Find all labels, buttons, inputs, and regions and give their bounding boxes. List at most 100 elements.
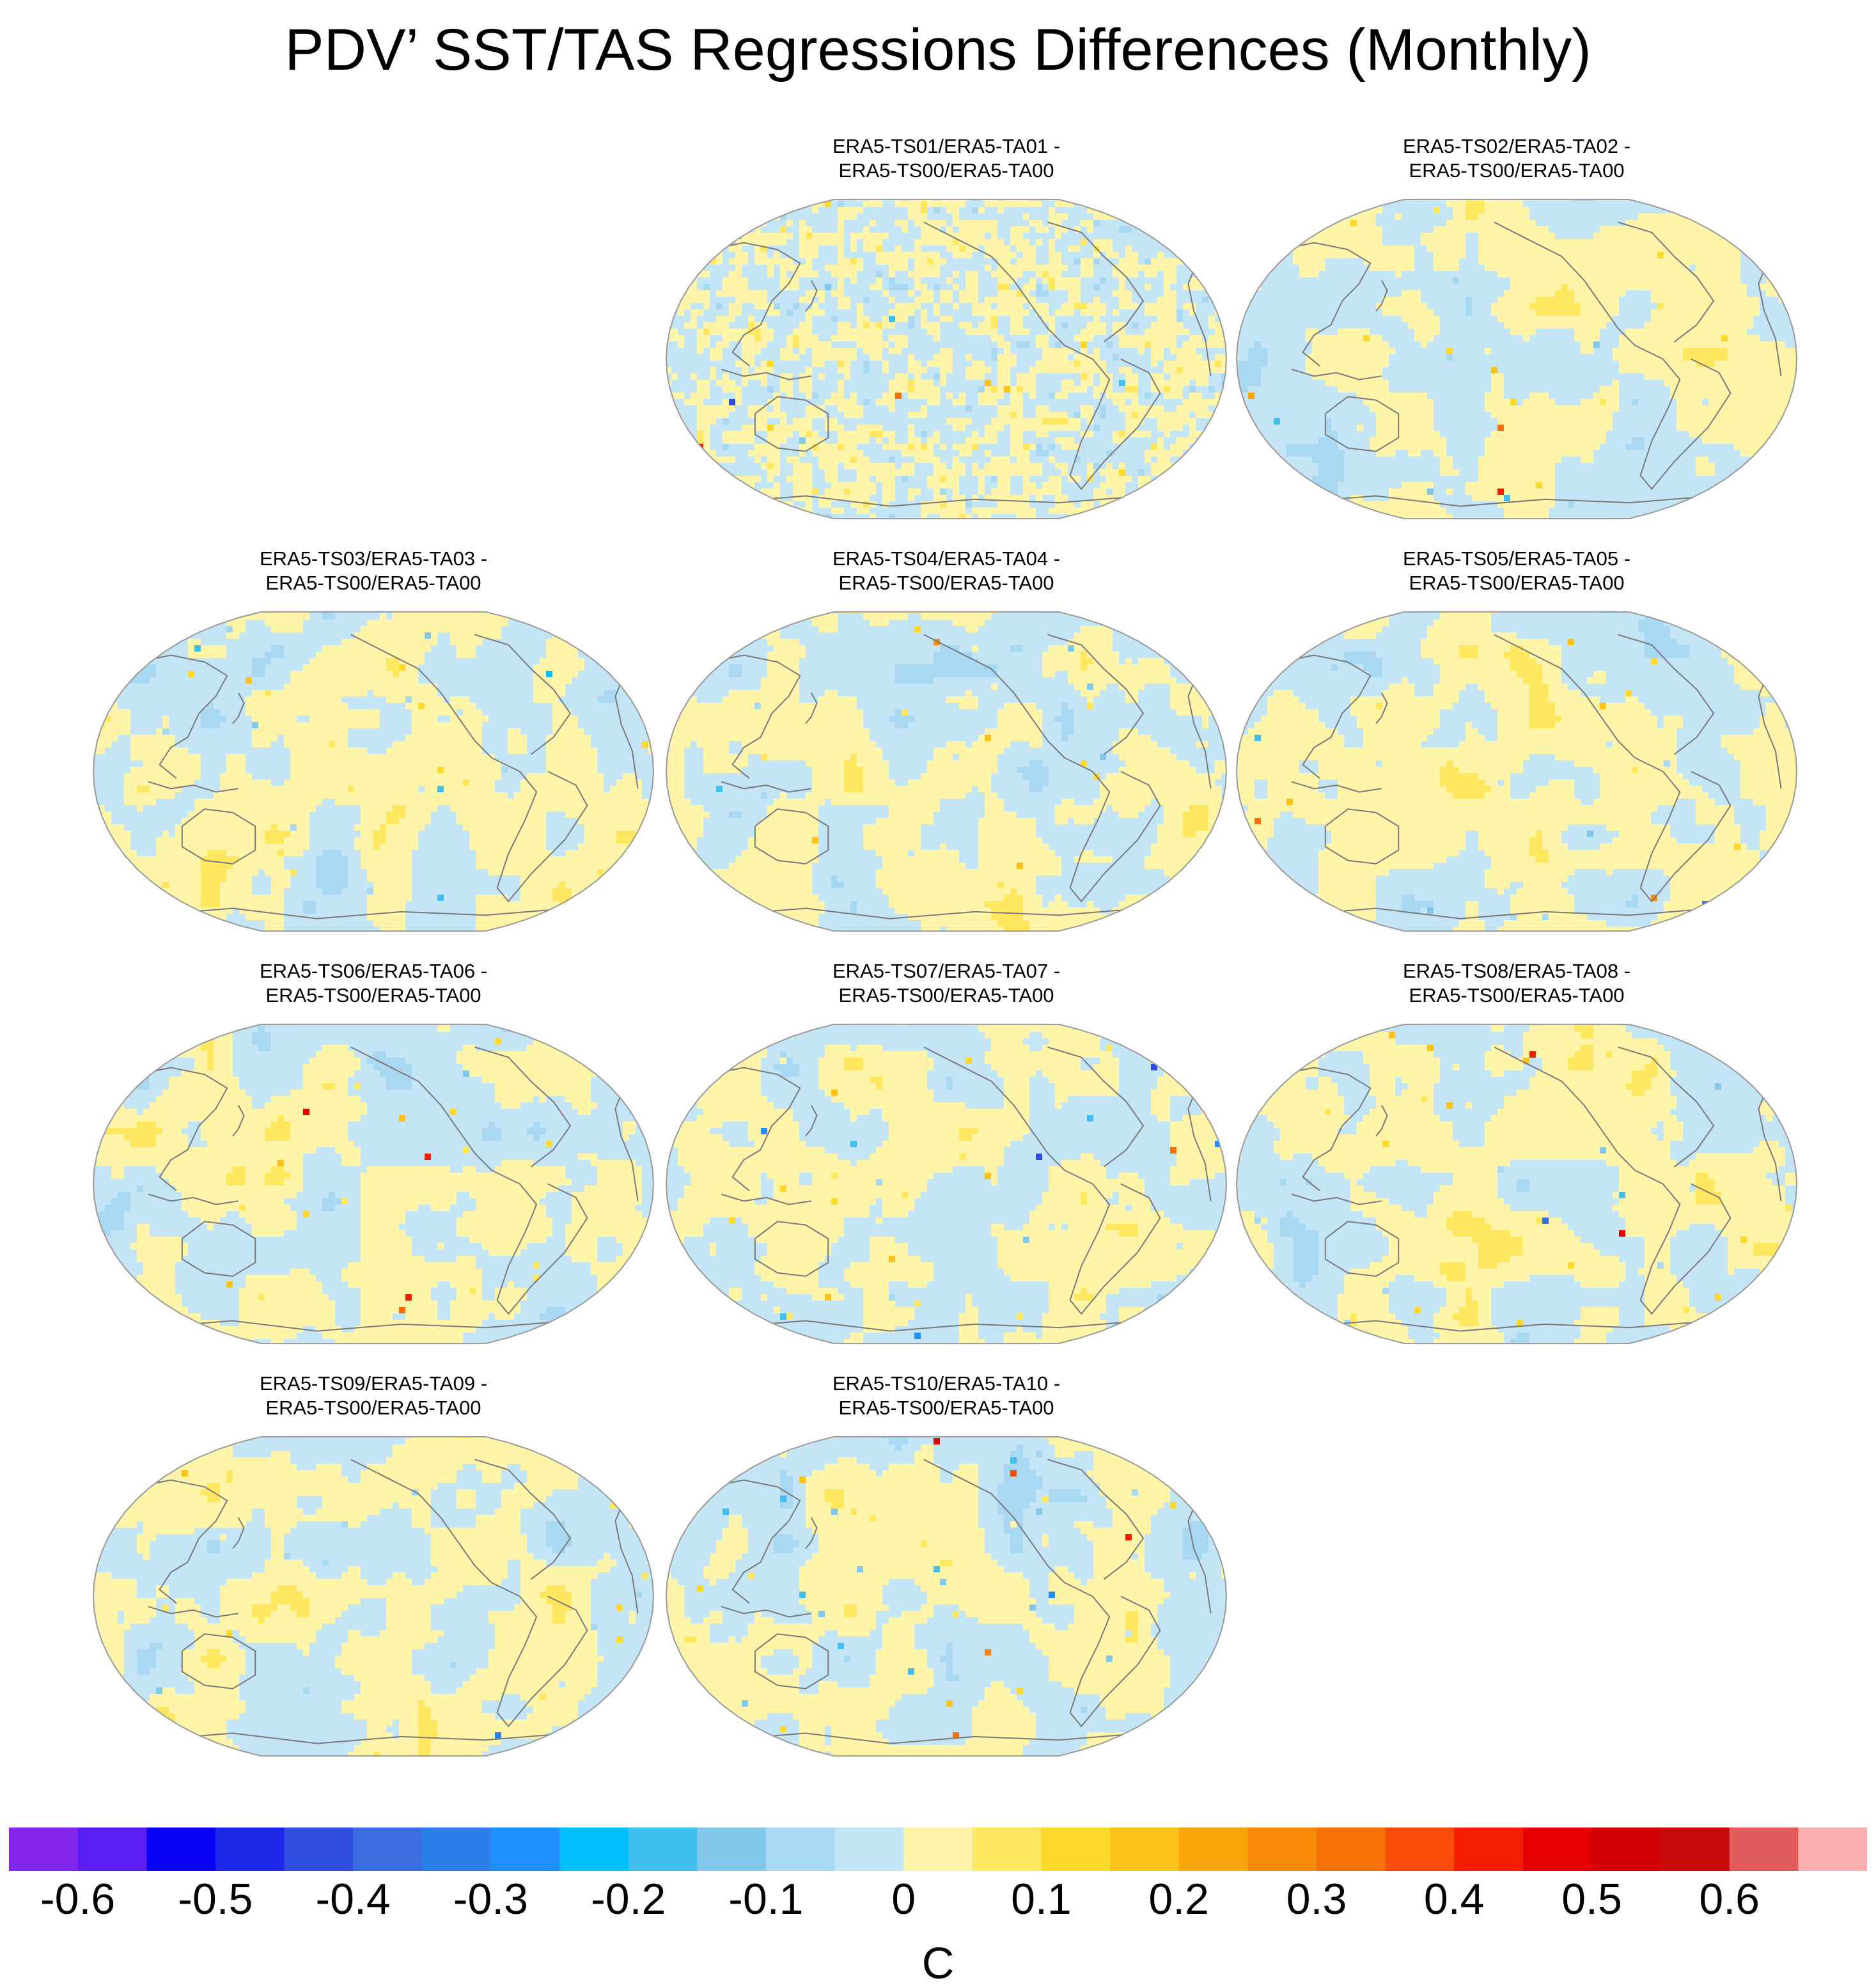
panel-title-line2: ERA5-TS00/ERA5-TA00 (92, 571, 655, 595)
colorbar-swatch (697, 1828, 766, 1871)
field-cells (1235, 1013, 1798, 1355)
panel-title-line1: ERA5-TS09/ERA5-TA09 - (92, 1372, 655, 1396)
panel-title-line2: ERA5-TS00/ERA5-TA00 (665, 983, 1228, 1008)
main-title: PDV’ SST/TAS Regressions Differences (Mo… (0, 12, 1876, 88)
colorbar-tick-label: -0.6 (40, 1875, 115, 1923)
panel-title-line1: ERA5-TS07/ERA5-TA07 - (665, 959, 1228, 983)
map-panel-08: ERA5-TS08/ERA5-TA08 -ERA5-TS00/ERA5-TA00 (1235, 959, 1798, 1349)
map-panel-09: ERA5-TS09/ERA5-TA09 -ERA5-TS00/ERA5-TA00 (92, 1372, 655, 1762)
panel-title-line1: ERA5-TS02/ERA5-TA02 - (1235, 134, 1798, 159)
colorbar-swatch (1041, 1828, 1110, 1871)
panel-title: ERA5-TS04/ERA5-TA04 -ERA5-TS00/ERA5-TA00 (665, 547, 1228, 595)
map-10 (665, 1425, 1228, 1767)
colorbar-tick-label: 0.1 (1011, 1875, 1072, 1923)
panel-title: ERA5-TS07/ERA5-TA07 -ERA5-TS00/ERA5-TA00 (665, 959, 1228, 1008)
map-panel-07: ERA5-TS07/ERA5-TA07 -ERA5-TS00/ERA5-TA00 (665, 959, 1228, 1349)
map-panel-01: ERA5-TS01/ERA5-TA01 -ERA5-TS00/ERA5-TA00 (665, 134, 1228, 524)
colorbar-tick-label: 0.5 (1561, 1875, 1622, 1923)
colorbar-unit: C (0, 1941, 1876, 1985)
field-cells (665, 1425, 1228, 1767)
colorbar-swatch (1179, 1828, 1248, 1871)
colorbar-swatch (1591, 1828, 1661, 1871)
colorbar-swatch (78, 1828, 147, 1871)
colorbar-swatch (559, 1828, 629, 1871)
colorbar-tick-label: -0.4 (316, 1875, 391, 1923)
map-04 (665, 600, 1228, 943)
colorbar-swatch (1247, 1828, 1317, 1871)
panel-title-line1: ERA5-TS10/ERA5-TA10 - (665, 1372, 1228, 1396)
colorbar-tick-label: 0.6 (1699, 1875, 1760, 1923)
panel-title-line1: ERA5-TS03/ERA5-TA03 - (92, 547, 655, 571)
colorbar-swatch (903, 1828, 973, 1871)
panel-title-line2: ERA5-TS00/ERA5-TA00 (1235, 571, 1798, 595)
field-cells (92, 1425, 655, 1767)
map-panel-10: ERA5-TS10/ERA5-TA10 -ERA5-TS00/ERA5-TA00 (665, 1372, 1228, 1762)
panel-title-line2: ERA5-TS00/ERA5-TA00 (665, 1396, 1228, 1420)
panel-title-line1: ERA5-TS04/ERA5-TA04 - (665, 547, 1228, 571)
colorbar-tick-label: -0.5 (178, 1875, 253, 1923)
panel-title-line1: ERA5-TS08/ERA5-TA08 - (1235, 959, 1798, 983)
map-panel-02: ERA5-TS02/ERA5-TA02 -ERA5-TS00/ERA5-TA00 (1235, 134, 1798, 524)
colorbar-tick-label: 0.2 (1148, 1875, 1209, 1923)
colorbar-swatch (629, 1828, 698, 1871)
colorbar-swatch (1454, 1828, 1523, 1871)
panel-title: ERA5-TS06/ERA5-TA06 -ERA5-TS00/ERA5-TA00 (92, 959, 655, 1008)
map-panel-04: ERA5-TS04/ERA5-TA04 -ERA5-TS00/ERA5-TA00 (665, 547, 1228, 937)
panel-title-line2: ERA5-TS00/ERA5-TA00 (1235, 159, 1798, 183)
colorbar-tick-label: -0.3 (453, 1875, 528, 1923)
panel-title-line1: ERA5-TS01/ERA5-TA01 - (665, 134, 1228, 159)
panel-title: ERA5-TS05/ERA5-TA05 -ERA5-TS00/ERA5-TA00 (1235, 547, 1798, 595)
colorbar-tick-label: -0.2 (591, 1875, 666, 1923)
colorbar-tick-label: 0 (891, 1875, 916, 1923)
panel-title: ERA5-TS09/ERA5-TA09 -ERA5-TS00/ERA5-TA00 (92, 1372, 655, 1420)
panel-title-line2: ERA5-TS00/ERA5-TA00 (92, 1396, 655, 1420)
field-cells (1235, 188, 1798, 530)
colorbar-swatch (490, 1828, 559, 1871)
map-07 (665, 1013, 1228, 1355)
colorbar-swatch (1661, 1828, 1730, 1871)
map-05 (1235, 600, 1798, 943)
colorbar-swatch (215, 1828, 285, 1871)
field-cells (92, 1013, 655, 1355)
panel-title: ERA5-TS02/ERA5-TA02 -ERA5-TS00/ERA5-TA00 (1235, 134, 1798, 183)
colorbar-tick-label: 0.4 (1424, 1875, 1485, 1923)
colorbar-swatch (1730, 1828, 1799, 1871)
panel-title: ERA5-TS10/ERA5-TA10 -ERA5-TS00/ERA5-TA00 (665, 1372, 1228, 1420)
colorbar-swatch (835, 1828, 904, 1871)
colorbar-swatch (973, 1828, 1042, 1871)
panel-title: ERA5-TS01/ERA5-TA01 -ERA5-TS00/ERA5-TA00 (665, 134, 1228, 183)
map-panel-05: ERA5-TS05/ERA5-TA05 -ERA5-TS00/ERA5-TA00 (1235, 547, 1798, 937)
map-panel-03: ERA5-TS03/ERA5-TA03 -ERA5-TS00/ERA5-TA00 (92, 547, 655, 937)
colorbar-swatch (422, 1828, 491, 1871)
map-panel-06: ERA5-TS06/ERA5-TA06 -ERA5-TS00/ERA5-TA00 (92, 959, 655, 1349)
colorbar-swatch (1317, 1828, 1386, 1871)
panel-title-line2: ERA5-TS00/ERA5-TA00 (1235, 983, 1798, 1008)
map-01 (665, 188, 1228, 530)
field-cells (665, 1013, 1228, 1355)
panel-title: ERA5-TS08/ERA5-TA08 -ERA5-TS00/ERA5-TA00 (1235, 959, 1798, 1008)
field-cells (92, 600, 655, 943)
map-06 (92, 1013, 655, 1355)
field-cells (665, 188, 1228, 530)
colorbar-swatch (1386, 1828, 1455, 1871)
colorbar-swatch (146, 1828, 215, 1871)
field-cells (1235, 600, 1798, 943)
map-02 (1235, 188, 1798, 530)
colorbar-swatch (1798, 1828, 1867, 1871)
panel-title-line1: ERA5-TS05/ERA5-TA05 - (1235, 547, 1798, 571)
panel-title: ERA5-TS03/ERA5-TA03 -ERA5-TS00/ERA5-TA00 (92, 547, 655, 595)
colorbar-tick-label: -0.1 (728, 1875, 803, 1923)
panel-title-line2: ERA5-TS00/ERA5-TA00 (92, 983, 655, 1008)
colorbar-swatch (285, 1828, 354, 1871)
colorbar-swatch (766, 1828, 835, 1871)
colorbar-swatch (1110, 1828, 1179, 1871)
colorbar-swatch (9, 1828, 78, 1871)
panel-title-line1: ERA5-TS06/ERA5-TA06 - (92, 959, 655, 983)
map-08 (1235, 1013, 1798, 1355)
panel-title-line2: ERA5-TS00/ERA5-TA00 (665, 571, 1228, 595)
colorbar-swatch (1523, 1828, 1592, 1871)
map-09 (92, 1425, 655, 1767)
map-03 (92, 600, 655, 943)
panel-title-line2: ERA5-TS00/ERA5-TA00 (665, 159, 1228, 183)
